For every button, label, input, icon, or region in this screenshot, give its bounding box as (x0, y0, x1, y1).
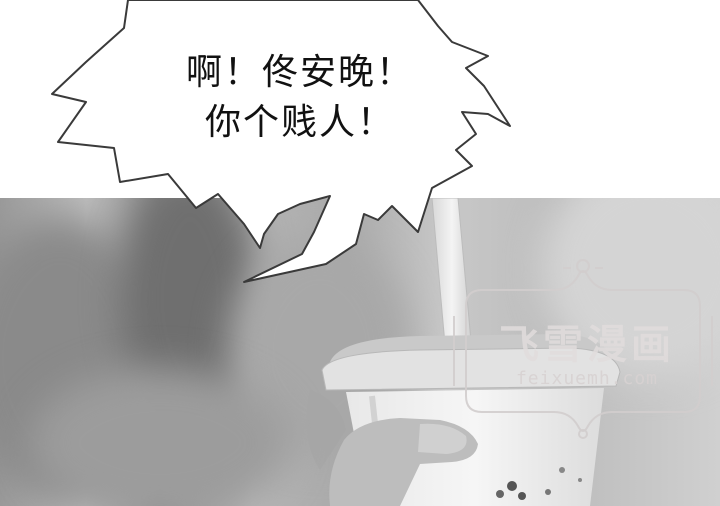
watermark: 飞雪漫画 feixuemh.com (446, 246, 720, 446)
watermark-url: feixuemh.com (515, 368, 659, 389)
watermark-frame-icon (453, 259, 713, 439)
bubble-tea-cup (306, 198, 621, 506)
speech-line-2: 你个贱人！ (204, 102, 395, 143)
watermark-title: 飞雪漫画 (499, 322, 675, 368)
speech-line-1: 啊！佟安晚！ (185, 52, 414, 93)
speech-bubble-text: 啊！佟安晚！ 你个贱人！ (150, 48, 450, 148)
photo-panel (0, 198, 720, 506)
speech-bubble (51, 0, 511, 283)
